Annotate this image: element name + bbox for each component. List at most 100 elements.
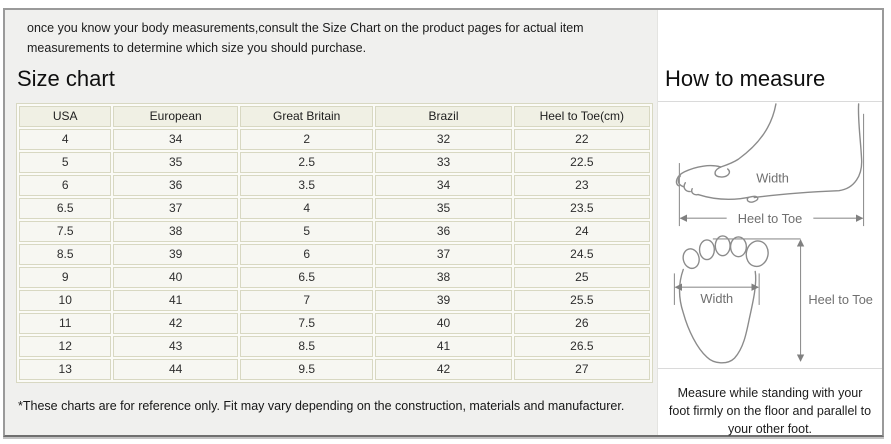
table-row: 9 40 6.5 38 25 bbox=[19, 267, 650, 288]
size-cell: 9 bbox=[19, 267, 112, 288]
size-cell: 43 bbox=[113, 336, 238, 357]
size-cell: 36 bbox=[375, 221, 512, 242]
column-header-european: European bbox=[113, 106, 238, 127]
size-cell: 4 bbox=[239, 198, 374, 219]
size-cell: 37 bbox=[113, 198, 238, 219]
measure-diagrams: Heel to Toe Width Wi bbox=[658, 101, 882, 369]
foot-side-view-diagram: Heel to Toe Width bbox=[675, 103, 865, 226]
size-cell: 7.5 bbox=[19, 221, 112, 242]
size-chart-table: USA European Great Britain Brazil Heel t… bbox=[16, 103, 653, 383]
table-row: 7.5 38 5 36 24 bbox=[19, 221, 650, 242]
size-cell: 26 bbox=[513, 313, 650, 334]
size-cell: 42 bbox=[113, 313, 238, 334]
toe-crease-3 bbox=[691, 187, 699, 196]
size-guide-frame: once you know your body measurements,con… bbox=[3, 8, 884, 437]
size-cell: 22.5 bbox=[513, 152, 650, 173]
size-cell: 5 bbox=[19, 152, 112, 173]
column-header-usa: USA bbox=[19, 106, 112, 127]
column-header-great-britain: Great Britain bbox=[239, 106, 374, 127]
table-row: 12 43 8.5 41 26.5 bbox=[19, 336, 650, 357]
table-header-row: USA European Great Britain Brazil Heel t… bbox=[19, 106, 650, 127]
size-cell: 37 bbox=[375, 244, 512, 265]
sole-front bbox=[697, 193, 759, 203]
foot-outline bbox=[720, 103, 777, 168]
table-row: 5 35 2.5 33 22.5 bbox=[19, 152, 650, 173]
table-row: 8.5 39 6 37 24.5 bbox=[19, 244, 650, 265]
table-row: 6.5 37 4 35 23.5 bbox=[19, 198, 650, 219]
size-cell: 24.5 bbox=[513, 244, 650, 265]
table-row: 11 42 7.5 40 26 bbox=[19, 313, 650, 334]
size-cell: 44 bbox=[113, 359, 238, 380]
big-toe-top bbox=[675, 165, 722, 187]
size-cell: 10 bbox=[19, 290, 112, 311]
size-cell: 3.5 bbox=[239, 175, 374, 196]
size-cell: 2 bbox=[239, 129, 374, 150]
toe-4 bbox=[698, 239, 716, 261]
size-cell: 38 bbox=[375, 267, 512, 288]
size-cell: 39 bbox=[113, 244, 238, 265]
how-to-measure-title: How to measure bbox=[665, 66, 826, 91]
column-header-heel-to-toe: Heel to Toe(cm) bbox=[513, 106, 650, 127]
size-cell: 34 bbox=[375, 175, 512, 196]
size-cell: 25 bbox=[513, 267, 650, 288]
size-cell: 24 bbox=[513, 221, 650, 242]
side-length-label: Heel to Toe bbox=[738, 211, 803, 226]
size-cell: 8.5 bbox=[19, 244, 112, 265]
size-cell: 7 bbox=[239, 290, 374, 311]
footnote: *These charts are for reference only. Fi… bbox=[18, 399, 625, 413]
foot-sole-view-diagram: Width Heel to Toe bbox=[673, 235, 873, 364]
size-cell: 23 bbox=[513, 175, 650, 196]
table-row: 10 41 7 39 25.5 bbox=[19, 290, 650, 311]
measure-instructions: Measure while standing with your foot fi… bbox=[668, 386, 872, 437]
size-cell: 41 bbox=[375, 336, 512, 357]
size-cell: 40 bbox=[375, 313, 512, 334]
toe-knuckle-loop bbox=[714, 166, 731, 178]
toe-2 bbox=[729, 236, 748, 258]
size-cell: 5 bbox=[239, 221, 374, 242]
size-cell: 34 bbox=[113, 129, 238, 150]
sole-outline bbox=[678, 268, 757, 364]
size-cell: 38 bbox=[113, 221, 238, 242]
size-cell: 11 bbox=[19, 313, 112, 334]
intro-text: once you know your body measurements,con… bbox=[27, 21, 584, 55]
size-cell: 12 bbox=[19, 336, 112, 357]
size-cell: 41 bbox=[113, 290, 238, 311]
toe-crease-2 bbox=[683, 182, 691, 193]
toe-small bbox=[682, 248, 700, 270]
big-toe bbox=[745, 240, 769, 268]
size-cell: 42 bbox=[375, 359, 512, 380]
table-row: 6 36 3.5 34 23 bbox=[19, 175, 650, 196]
sole-width-label: Width bbox=[700, 291, 733, 306]
size-cell: 4 bbox=[19, 129, 112, 150]
size-cell: 6 bbox=[19, 175, 112, 196]
size-cell: 39 bbox=[375, 290, 512, 311]
size-cell: 9.5 bbox=[239, 359, 374, 380]
size-cell: 6 bbox=[239, 244, 374, 265]
size-cell: 22 bbox=[513, 129, 650, 150]
size-cell: 23.5 bbox=[513, 198, 650, 219]
size-cell: 8.5 bbox=[239, 336, 374, 357]
how-to-measure-section: How to measure bbox=[657, 10, 882, 437]
size-cell: 40 bbox=[113, 267, 238, 288]
size-cell: 13 bbox=[19, 359, 112, 380]
sole-heel bbox=[753, 103, 863, 199]
table-row: 4 34 2 32 22 bbox=[19, 129, 650, 150]
size-cell: 7.5 bbox=[239, 313, 374, 334]
size-cell: 26.5 bbox=[513, 336, 650, 357]
column-header-brazil: Brazil bbox=[375, 106, 512, 127]
size-cell: 33 bbox=[375, 152, 512, 173]
size-cell: 36 bbox=[113, 175, 238, 196]
size-cell: 32 bbox=[375, 129, 512, 150]
size-cell: 6.5 bbox=[19, 198, 112, 219]
size-cell: 6.5 bbox=[239, 267, 374, 288]
table-row: 13 44 9.5 42 27 bbox=[19, 359, 650, 380]
size-cell: 27 bbox=[513, 359, 650, 380]
size-cell: 2.5 bbox=[239, 152, 374, 173]
size-chart-title: Size chart bbox=[17, 66, 115, 91]
size-cell: 35 bbox=[375, 198, 512, 219]
size-cell: 25.5 bbox=[513, 290, 650, 311]
size-cell: 35 bbox=[113, 152, 238, 173]
side-width-label: Width bbox=[756, 171, 789, 186]
sole-length-label: Heel to Toe bbox=[808, 292, 873, 307]
